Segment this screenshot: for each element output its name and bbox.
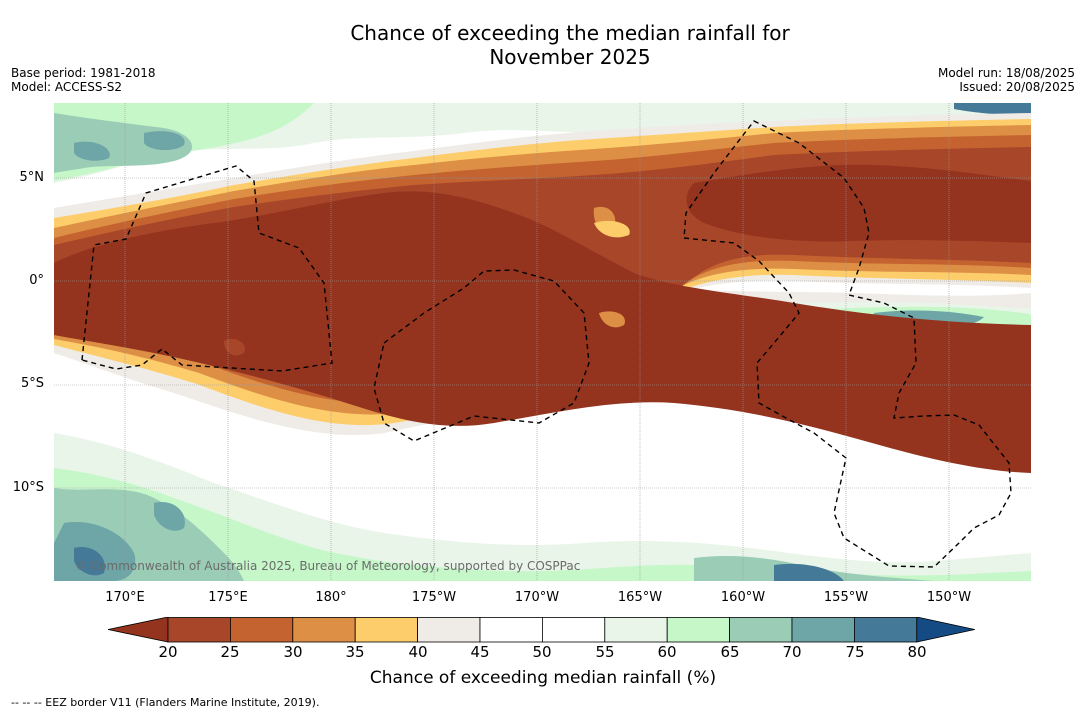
colorbar-segment: [729, 617, 793, 643]
colorbar-segment: [854, 617, 918, 643]
lon-label-165w: 165°W: [617, 590, 663, 605]
lat-label-0: 0°: [29, 273, 44, 288]
copyright-notice: © Commonwealth of Australia 2025, Bureau…: [75, 559, 580, 573]
model-run: Model run: 18/08/2025: [937, 66, 1075, 80]
colorbar-segment: [167, 617, 231, 643]
colorbar-tick: 80: [907, 643, 927, 661]
base-period: Base period: 1981-2018: [11, 66, 156, 80]
colorbar-segment: [604, 617, 668, 643]
colorbar-segment: [666, 617, 731, 643]
colorbar-segment: [354, 617, 418, 643]
colorbar-segment: [791, 617, 855, 643]
colorbar-segment: [541, 617, 606, 643]
lon-label-175e: 175°E: [208, 590, 248, 605]
chart-title: Chance of exceeding the median rainfall …: [0, 21, 1085, 69]
colorbar-tick: 30: [283, 643, 303, 661]
colorbar-tick: 60: [657, 643, 677, 661]
colorbar-tick: 20: [158, 643, 178, 661]
map-gridlines: [54, 103, 1031, 581]
issued-date: Issued: 20/08/2025: [959, 80, 1075, 94]
metadata-left: Base period: 1981-2018 Model: ACCESS-S2: [11, 66, 156, 94]
lon-label-170e: 170°E: [105, 590, 145, 605]
lon-label-150w: 150°W: [926, 590, 972, 605]
colorbar-tick: 35: [345, 643, 365, 661]
title-line-2: November 2025: [489, 45, 651, 69]
lat-label-5n: 5°N: [19, 170, 45, 185]
colorbar-tick: 50: [532, 643, 552, 661]
eez-footnote: -- -- -- EEZ border V11 (Flanders Marine…: [11, 696, 320, 709]
lon-label-170w: 170°W: [514, 590, 560, 605]
colorbar-segment: [230, 617, 294, 643]
colorbar-tick: 25: [220, 643, 240, 661]
colorbar-tick: 70: [782, 643, 802, 661]
metadata-right: Model run: 18/08/2025 Issued: 20/08/2025: [938, 66, 1075, 94]
lon-label-175w: 175°W: [411, 590, 457, 605]
colorbar-under-arrow: [108, 617, 169, 643]
eez-borders: [81, 120, 1012, 568]
dry-patches: [224, 206, 630, 356]
colorbar-segment: [479, 617, 543, 643]
model-name: Model: ACCESS-S2: [11, 80, 123, 94]
colorbar-tick: 65: [720, 643, 740, 661]
title-line-1: Chance of exceeding the median rainfall …: [350, 21, 790, 45]
rainfall-map: © Commonwealth of Australia 2025, Bureau…: [54, 103, 1031, 581]
colorbar-tick: 40: [408, 643, 428, 661]
dry-core: [54, 164, 1031, 474]
lat-label-5s: 5°S: [20, 376, 44, 391]
colorbar-title: Chance of exceeding median rainfall (%): [369, 668, 717, 688]
lat-label-10s: 10°S: [12, 480, 44, 495]
south-wet-region: [54, 433, 1031, 581]
colorbar-tick: 75: [845, 643, 865, 661]
lon-label-180: 180°: [315, 590, 347, 605]
colorbar: [108, 617, 975, 643]
colorbar-tick: 45: [470, 643, 490, 661]
colorbar-tick: 55: [595, 643, 615, 661]
lon-label-155w: 155°W: [823, 590, 869, 605]
colorbar-segment: [292, 617, 356, 643]
colorbar-over-arrow: [916, 617, 975, 643]
lon-label-160w: 160°W: [720, 590, 766, 605]
colorbar-segment: [417, 617, 481, 643]
